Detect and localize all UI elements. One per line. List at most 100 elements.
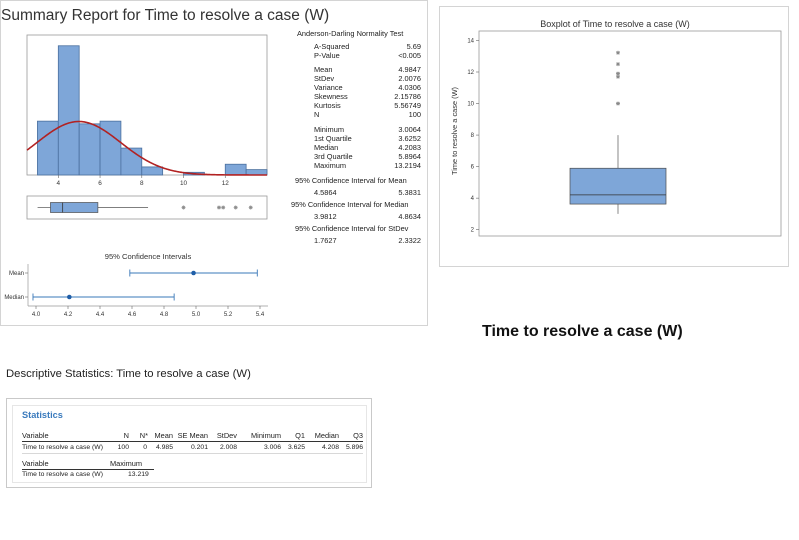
table-row-rule: [22, 453, 363, 454]
big-title: Time to resolve a case (W): [482, 323, 683, 340]
boxplot-outlier: [181, 205, 186, 210]
boxplot-y-tick-label: 6: [471, 165, 475, 171]
ci-median-title: 95% Confidence Interval for Median: [291, 200, 409, 209]
minimum-value: 3.0064: [398, 125, 421, 134]
boxplot-outlier: [221, 205, 226, 210]
table-cell-variable: Time to resolve a case (W): [22, 444, 103, 451]
ci-x-tick-label: 4.2: [64, 312, 73, 318]
q1-label: 1st Quartile: [314, 134, 352, 143]
horizontal-boxplot: [26, 195, 268, 220]
statistics-panel: Statistics Variable N N* Mean SE Mean St…: [6, 398, 372, 488]
summary-report-panel: Summary Report for Time to resolve a cas…: [0, 0, 428, 326]
n-label: N: [314, 110, 320, 119]
histogram-x-tick-label: 8: [140, 180, 144, 187]
table-header-stdev: StDev: [216, 431, 237, 440]
q1-value: 3.6252: [398, 134, 421, 143]
boxplot-y-tick-label: 4: [471, 196, 475, 202]
skewness-label: Skewness: [314, 92, 348, 101]
table-header-n: N: [123, 431, 129, 440]
table-cell-q3: 5.896: [345, 444, 363, 451]
maximum-label: Maximum: [314, 161, 347, 170]
descriptive-statistics-title: Descriptive Statistics: Time to resolve …: [6, 368, 251, 380]
histogram-x-tick-label: 4: [57, 180, 61, 187]
boxplot-y-tick-label: 12: [467, 70, 474, 76]
maximum-value: 13.2194: [394, 161, 421, 170]
ci-row-label: Mean: [9, 271, 24, 277]
ci-mean-high: 5.3831: [398, 188, 421, 197]
histogram-bar: [224, 163, 247, 176]
summary-charts-svg: 4 6 8 10 12 Mean Median 4.0 4.2 4.4 4.6 4.8 5.0 5.2 5…: [4, 34, 268, 318]
boxplot-outlier: [217, 205, 221, 210]
table-header-n-star: N*: [139, 431, 148, 440]
table-cell-n: 100: [117, 444, 129, 451]
boxplot-outlier: [616, 50, 620, 55]
boxplot-outlier: [616, 62, 620, 67]
variance-label: Variance: [314, 83, 343, 92]
q3-label: 3rd Quartile: [314, 152, 353, 161]
mean-label: Mean: [314, 65, 333, 74]
boxplot-panel: Boxplot of Time to resolve a case (W) 2 4…: [439, 6, 789, 267]
table-cell-mean: 4.985: [155, 444, 173, 451]
boxplot-title: Boxplot of Time to resolve a case (W): [540, 19, 690, 29]
ci-x-tick-label: 4.8: [160, 312, 169, 318]
boxplot-outlier: [616, 101, 620, 106]
mean-value: 4.9847: [398, 65, 421, 74]
table-cell-stdev: 2.008: [219, 444, 237, 451]
table2-cell-variable: Time to resolve a case (W): [22, 471, 103, 478]
ci-estimate-point: [191, 270, 196, 276]
ci-x-tick-label: 5.4: [256, 312, 265, 318]
median-value: 4.2083: [398, 143, 421, 152]
table2-header-rule: [22, 469, 154, 470]
boxplot-y-tick-label: 14: [467, 38, 474, 44]
boxplot-y-tick-label: 8: [471, 133, 475, 139]
boxplot-y-tick-label: 10: [467, 102, 474, 108]
vertical-boxplot: 2 4 6 8 10 12 14: [467, 30, 782, 237]
table-cell-n-star: 0: [143, 444, 147, 451]
table-header-q3: Q3: [353, 431, 363, 440]
ci-stdev-high: 2.3322: [398, 236, 421, 245]
ci-median-low: 3.9812: [314, 212, 337, 221]
ci-mean-low: 4.5864: [314, 188, 337, 197]
table-cell-q1: 3.625: [287, 444, 305, 451]
ci-mean-title: 95% Confidence Interval for Mean: [295, 176, 407, 185]
histogram: 4 6 8 10 12: [26, 34, 268, 187]
histogram-x-tick-label: 10: [180, 180, 188, 187]
boxplot-y-tick-label: 2: [471, 228, 475, 234]
q3-value: 5.8964: [398, 152, 421, 161]
ci-estimate-point: [67, 294, 72, 300]
table-cell-minimum: 3.006: [263, 444, 281, 451]
table-cell-median: 4.208: [321, 444, 339, 451]
p-value-value: <0.005: [398, 51, 421, 60]
normal-fit-curve: [26, 120, 267, 176]
boxplot-outlier: [248, 205, 253, 210]
skewness-value: 2.15786: [394, 92, 421, 101]
ci-stdev-title: 95% Confidence Interval for StDev: [295, 224, 409, 233]
ci-x-tick-label: 4.0: [32, 312, 41, 318]
stdev-value: 2.0076: [398, 74, 421, 83]
summary-report-title: Summary Report for Time to resolve a cas…: [1, 7, 330, 24]
statistics-table-frame: Statistics Variable N N* Mean SE Mean St…: [12, 405, 367, 483]
table-header-q1: Q1: [295, 431, 305, 440]
boxplot-frame: [26, 195, 268, 220]
a-squared-value: 5.69: [406, 42, 421, 51]
ci-plot-title: 95% Confidence Intervals: [105, 252, 192, 261]
table-header-mean: Mean: [154, 431, 174, 440]
histogram-x-tick-label: 6: [98, 180, 102, 187]
variance-value: 4.0306: [398, 83, 421, 92]
minimum-label: Minimum: [314, 125, 344, 134]
a-squared-label: A-Squared: [314, 42, 350, 51]
boxplot-svg: 2 4 6 8 10 12 14 Time to resolve a case (W): [450, 30, 782, 237]
table2-cell-maximum: 13.219: [128, 471, 149, 478]
boxplot-outlier: [616, 74, 620, 79]
ci-x-tick-label: 4.6: [128, 312, 137, 318]
ci-median-high: 4.8634: [398, 212, 421, 221]
confidence-interval-plot: Mean Median 4.0 4.2 4.4 4.6 4.8 5.0 5.2 5.4: [4, 264, 268, 318]
median-label: Median: [314, 143, 339, 152]
histogram-bar: [57, 45, 80, 176]
boxplot-plot-frame: [478, 30, 782, 237]
table-header-rule: [22, 441, 363, 442]
table2-header-variable: Variable: [22, 459, 49, 468]
stdev-label: StDev: [314, 74, 335, 83]
table-header-median: Median: [314, 431, 339, 440]
histogram-x-tick-label: 12: [222, 180, 230, 187]
